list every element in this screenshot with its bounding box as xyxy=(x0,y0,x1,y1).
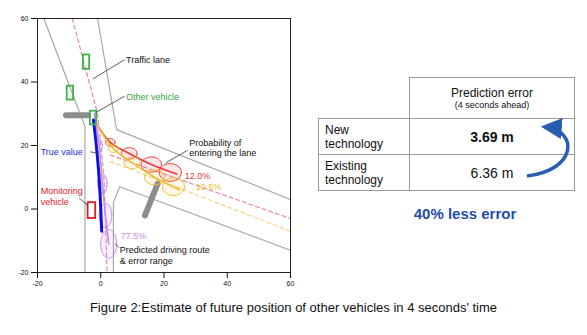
html-text:New technology: New technology xyxy=(325,122,383,151)
svg-text:-20: -20 xyxy=(18,269,28,276)
html-text:3.69 m: 3.69 m xyxy=(470,128,514,145)
svg-text:0: 0 xyxy=(25,205,29,212)
html-text:Figure 2:Estimate of future po: Figure 2:Estimate of future position of … xyxy=(89,300,498,315)
svg-text:0: 0 xyxy=(99,280,103,287)
html-text:Existing technology: Existing technology xyxy=(325,158,383,187)
html-text:6.36 m: 6.36 m xyxy=(470,164,514,181)
svg-text:60: 60 xyxy=(21,15,29,22)
html-text:Prediction error: Prediction error xyxy=(451,86,533,100)
svg-text:Probability ofentering the lan: Probability ofentering the lane xyxy=(189,138,256,158)
svg-text:60: 60 xyxy=(287,280,295,287)
svg-text:Predicted driving route& error: Predicted driving route& error range xyxy=(120,245,210,265)
svg-text:20: 20 xyxy=(160,280,168,287)
svg-text:Traffic lane: Traffic lane xyxy=(126,55,170,65)
svg-text:12.0%12: 12.0%12 xyxy=(185,171,211,181)
svg-text:10.5%10.5: 10.5%10.5 xyxy=(196,182,222,192)
html-text:40% less error: 40% less error xyxy=(413,205,517,222)
svg-text:77.5%77.5: 77.5%77.5 xyxy=(121,231,147,241)
svg-text:40: 40 xyxy=(223,280,231,287)
svg-text:Monitoringvehicle: Monitoringvehicle xyxy=(41,186,83,206)
html-text:(4 seconds ahead): (4 seconds ahead) xyxy=(454,100,530,110)
svg-text:40: 40 xyxy=(21,78,29,85)
svg-text:True value: True value xyxy=(41,147,83,157)
svg-text:20: 20 xyxy=(21,142,29,149)
svg-text:-20: -20 xyxy=(32,280,42,287)
svg-text:Other vehicle: Other vehicle xyxy=(126,92,179,102)
